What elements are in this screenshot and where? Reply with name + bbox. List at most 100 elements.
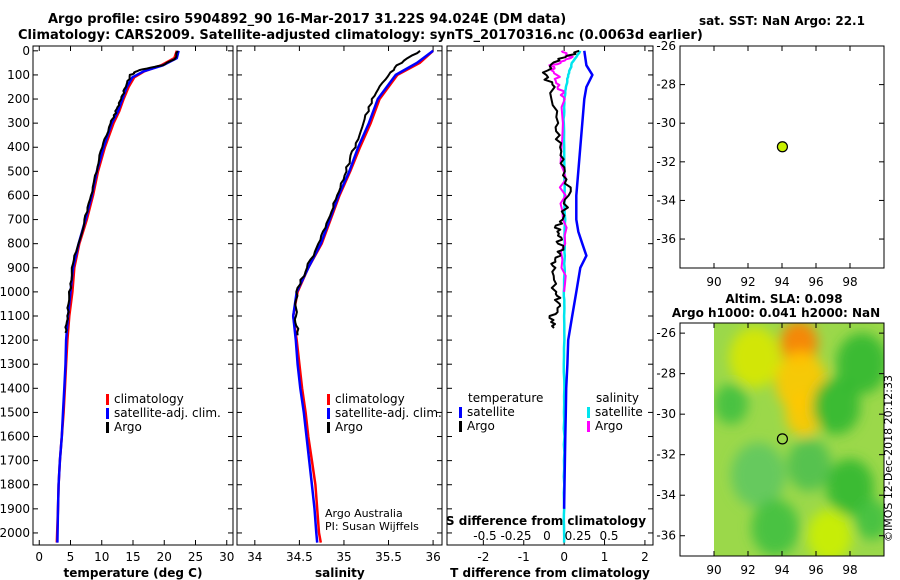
salinity-xtick-label: 35.5 bbox=[375, 550, 402, 564]
diff-temperature-satellite-line bbox=[562, 50, 594, 509]
temperature-climatology-line bbox=[55, 50, 178, 543]
sla-map-blob bbox=[751, 499, 799, 556]
depth-tick-label: 400 bbox=[7, 140, 30, 154]
sst-map-xtick-label: 92 bbox=[740, 275, 755, 289]
sla-map-blob bbox=[729, 327, 781, 388]
sst-map-ytick-label: -36 bbox=[656, 232, 676, 246]
difference-panel-frame bbox=[446, 45, 654, 546]
diff-legend-salinity-satellite-swatch bbox=[587, 407, 590, 418]
sla-map-ytick-label: -30 bbox=[656, 407, 676, 421]
salinity-diff-tick-label: 0 bbox=[543, 529, 551, 543]
diff-legend-salinity-title: salinity bbox=[596, 391, 639, 405]
diff-legend-temperature-satellite: satellite bbox=[467, 405, 515, 419]
sla-map-ytick-label: -28 bbox=[656, 367, 676, 381]
temperature-argo-line bbox=[64, 50, 179, 334]
salinity-diff-tick-label: 0.25 bbox=[565, 529, 592, 543]
difference-axis-label: T difference from climatology bbox=[450, 566, 650, 580]
temperature-xtick-label: 25 bbox=[188, 550, 203, 564]
sst-map-ytick-label: -32 bbox=[656, 155, 676, 169]
salinity-diff-tick-label: -0.25 bbox=[500, 529, 531, 543]
temperature-legend-entry-swatch bbox=[106, 394, 109, 405]
sla-map-xtick-label: 92 bbox=[740, 563, 755, 577]
sla-map-blob bbox=[812, 377, 861, 435]
diff-legend-temperature-satellite-swatch bbox=[459, 407, 462, 418]
temperature-xtick-label: 15 bbox=[125, 550, 140, 564]
sla-map-title-line1: Altim. SLA: 0.098 bbox=[725, 292, 842, 306]
salinity-legend-entry-swatch bbox=[327, 394, 330, 405]
salinity-diff-tick-label: 0.5 bbox=[599, 529, 618, 543]
salinity-legend-entry: Argo bbox=[335, 420, 363, 434]
sla-map-ytick-label: -26 bbox=[656, 326, 676, 340]
sst-map-title: sat. SST: NaN Argo: 22.1 bbox=[699, 14, 865, 28]
temperature-satellite-line bbox=[56, 50, 180, 543]
difference-xtick-label: -2 bbox=[477, 550, 489, 564]
depth-tick-label: 700 bbox=[7, 213, 30, 227]
temperature-axis-label: temperature (deg C) bbox=[64, 566, 203, 580]
temperature-xtick-label: 20 bbox=[157, 550, 172, 564]
diff-legend-salinity-argo-swatch bbox=[587, 421, 590, 432]
sla-map-blob bbox=[714, 383, 748, 425]
sla-map-blob bbox=[807, 509, 852, 556]
diff-legend-salinity-satellite: satellite bbox=[595, 405, 643, 419]
diff-legend-temperature-title: temperature bbox=[468, 391, 543, 405]
difference-xtick-label: 2 bbox=[641, 550, 649, 564]
temperature-xtick-label: 10 bbox=[94, 550, 109, 564]
sla-map-blob bbox=[731, 442, 786, 508]
sst-map-xtick-label: 96 bbox=[808, 275, 823, 289]
temperature-legend-entry: Argo bbox=[114, 420, 142, 434]
salinity-legend-entry: climatology bbox=[335, 392, 405, 406]
sst-map-xtick-label: 94 bbox=[774, 275, 789, 289]
credit-line1: Argo Australia bbox=[325, 507, 403, 520]
depth-tick-label: 2000 bbox=[0, 526, 30, 540]
sla-map-xtick-label: 90 bbox=[706, 563, 721, 577]
depth-tick-label: 200 bbox=[7, 92, 30, 106]
salinity-difference-axis-label: S difference from climatology bbox=[446, 514, 646, 528]
plot-title-line1: Argo profile: csiro 5904892_90 16-Mar-20… bbox=[48, 12, 567, 27]
sla-map-ytick-label: -36 bbox=[656, 529, 676, 543]
salinity-axis-label: salinity bbox=[315, 566, 365, 580]
temperature-legend-entry: satellite-adj. clim. bbox=[114, 406, 221, 420]
depth-tick-label: 0 bbox=[22, 44, 30, 58]
sst-map-xtick-label: 98 bbox=[842, 275, 857, 289]
salinity-panel-frame bbox=[236, 45, 443, 546]
salinity-legend-entry: satellite-adj. clim. bbox=[335, 406, 442, 420]
sla-map-field bbox=[714, 323, 884, 556]
sla-map-ytick-label: -34 bbox=[656, 488, 676, 502]
sla-map-title-line2: Argo h1000: 0.041 h2000: NaN bbox=[672, 306, 880, 320]
sst-map-xtick-label: 90 bbox=[706, 275, 721, 289]
diff-temperature-argo-line bbox=[541, 49, 580, 329]
sst-map-ytick-label: -30 bbox=[656, 116, 676, 130]
depth-tick-label: 1700 bbox=[0, 454, 30, 468]
depth-tick-label: 1500 bbox=[0, 405, 30, 419]
plot-title-line2: Climatology: CARS2009. Satellite-adjuste… bbox=[18, 28, 703, 43]
temperature-xtick-label: 5 bbox=[67, 550, 75, 564]
salinity-legend-entry-swatch bbox=[327, 408, 330, 419]
depth-tick-label: 600 bbox=[7, 188, 30, 202]
sst-map-frame bbox=[679, 45, 885, 269]
depth-tick-label: 1800 bbox=[0, 478, 30, 492]
depth-tick-label: 1100 bbox=[0, 309, 30, 323]
sla-map-blob bbox=[855, 499, 884, 540]
depth-tick-label: 100 bbox=[7, 68, 30, 82]
salinity-xtick-label: 35 bbox=[336, 550, 351, 564]
salinity-xtick-label: 34 bbox=[247, 550, 262, 564]
diff-legend-temperature-argo: Argo bbox=[467, 419, 495, 433]
sst-map-ytick-label: -34 bbox=[656, 193, 676, 207]
temperature-panel-frame bbox=[32, 45, 234, 546]
temperature-legend-entry-swatch bbox=[106, 408, 109, 419]
depth-tick-label: 1000 bbox=[0, 285, 30, 299]
diff-legend-temperature-argo-swatch bbox=[459, 421, 462, 432]
sst-map-ytick-label: -26 bbox=[656, 39, 676, 53]
sla-map-blob bbox=[826, 458, 874, 516]
diff-legend-salinity-argo: Argo bbox=[595, 419, 623, 433]
sla-map-blob bbox=[787, 438, 832, 492]
sla-map-xtick-label: 98 bbox=[842, 563, 857, 577]
depth-tick-label: 1300 bbox=[0, 357, 30, 371]
sst-map-ytick-label: -28 bbox=[656, 78, 676, 92]
depth-tick-label: 1900 bbox=[0, 502, 30, 516]
depth-tick-label: 500 bbox=[7, 164, 30, 178]
salinity-xtick-label: 36 bbox=[425, 550, 440, 564]
difference-xtick-label: 0 bbox=[560, 550, 568, 564]
salinity-xtick-label: 34.5 bbox=[286, 550, 313, 564]
sla-map-xtick-label: 96 bbox=[808, 563, 823, 577]
